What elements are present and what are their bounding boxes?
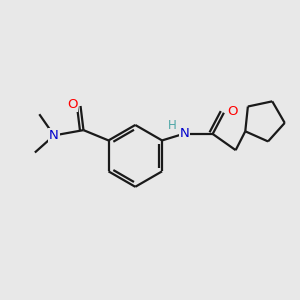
Text: O: O (227, 105, 237, 118)
Text: N: N (179, 128, 189, 140)
Text: O: O (67, 98, 77, 111)
Text: N: N (49, 129, 59, 142)
Text: H: H (168, 119, 176, 132)
